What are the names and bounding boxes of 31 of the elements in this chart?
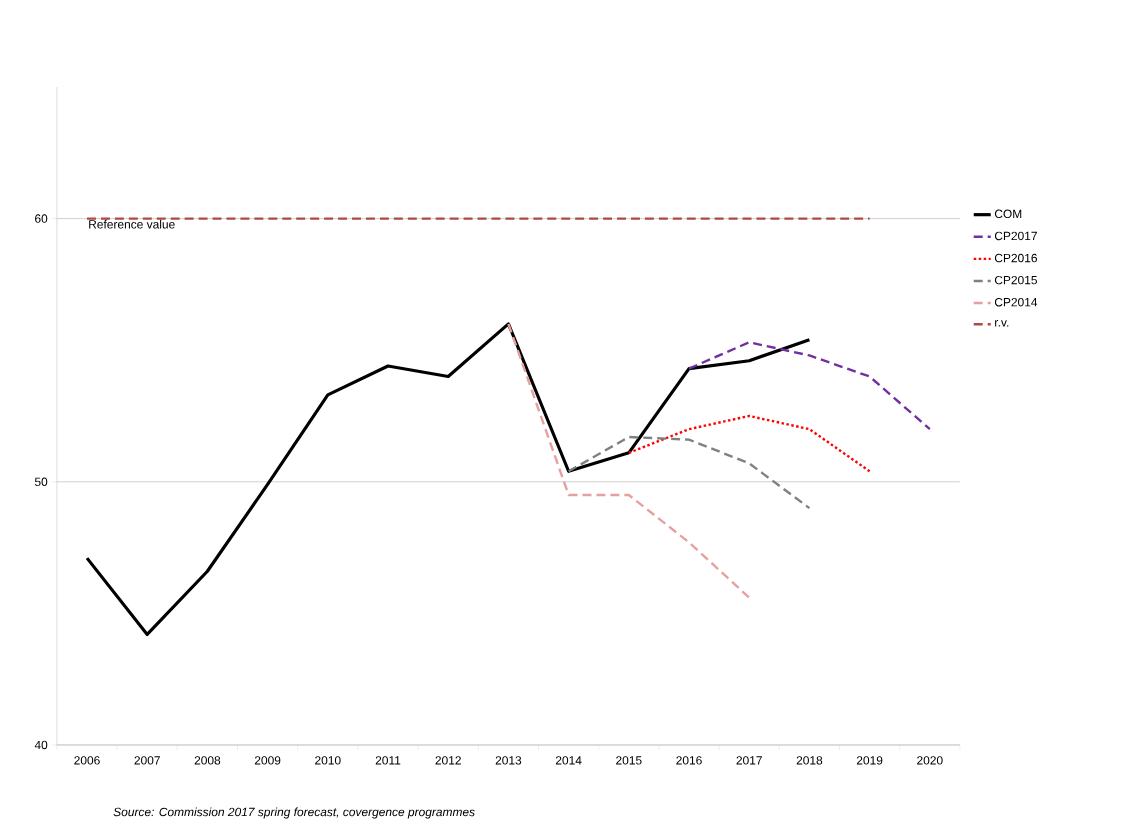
annotation: Reference value xyxy=(89,219,175,229)
legend-label: r.v. xyxy=(995,320,1009,327)
line-series xyxy=(85,322,812,637)
x-tick-label: 2020 xyxy=(917,756,943,765)
x-tick-label: 2007 xyxy=(134,756,160,765)
source-note: Source: Commission 2017 spring forecast, covergence programmes xyxy=(113,807,475,819)
x-tick-label: 2017 xyxy=(736,756,762,765)
line-series xyxy=(567,435,811,510)
legend-label: COM xyxy=(994,209,1022,219)
x-tick-label: 2011 xyxy=(375,756,401,765)
line-series xyxy=(507,322,751,599)
x-tick-label: 2016 xyxy=(676,756,702,765)
x-tick-label: 2013 xyxy=(495,756,522,765)
x-tick-label: 2019 xyxy=(856,756,883,765)
line-series xyxy=(687,341,932,431)
y-tick-label: 50 xyxy=(34,477,48,487)
legend-label: CP2014 xyxy=(994,297,1038,307)
y-tick-label: 60 xyxy=(35,214,48,223)
legend-label: CP2015 xyxy=(994,275,1037,285)
legend-label: CP2017 xyxy=(994,231,1037,241)
x-tick-label: 2010 xyxy=(315,756,341,765)
line-series xyxy=(627,414,871,473)
x-tick-label: 2014 xyxy=(555,756,582,765)
x-tick-label: 2008 xyxy=(194,756,221,765)
x-tick-label: 2012 xyxy=(435,756,461,765)
legend-label: CP2016 xyxy=(994,253,1037,263)
y-tick-label: 40 xyxy=(34,740,48,750)
x-tick-label: 2015 xyxy=(616,756,642,765)
x-tick-label: 2018 xyxy=(796,756,823,765)
x-tick-label: 2009 xyxy=(254,756,281,765)
x-tick-label: 2006 xyxy=(74,756,100,765)
